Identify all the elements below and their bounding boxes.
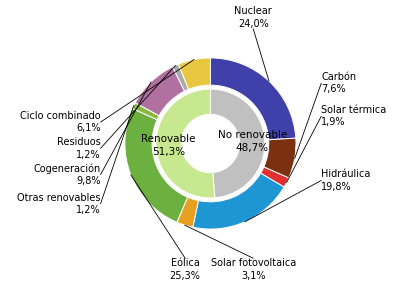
Wedge shape <box>172 64 189 91</box>
Text: Hidráulica
19,8%: Hidráulica 19,8% <box>321 169 371 192</box>
Text: Renovable
51,3%: Renovable 51,3% <box>142 134 196 157</box>
Text: Residuos
1,2%: Residuos 1,2% <box>57 137 100 160</box>
Wedge shape <box>125 108 188 222</box>
Wedge shape <box>135 67 184 116</box>
Wedge shape <box>210 58 296 140</box>
Text: Solar térmica
1,9%: Solar térmica 1,9% <box>321 105 386 127</box>
Text: Solar fotovoltaica
3,1%: Solar fotovoltaica 3,1% <box>210 258 296 281</box>
Wedge shape <box>156 89 215 198</box>
Text: Cogeneración
9,8%: Cogeneración 9,8% <box>33 163 100 186</box>
Text: Eólica
25,3%: Eólica 25,3% <box>170 258 200 281</box>
Text: Ciclo combinado
6,1%: Ciclo combinado 6,1% <box>20 111 100 133</box>
Wedge shape <box>177 197 198 227</box>
Wedge shape <box>264 138 296 178</box>
Text: Carbón
7,6%: Carbón 7,6% <box>321 72 356 94</box>
Wedge shape <box>193 173 284 229</box>
Text: No renovable
48,7%: No renovable 48,7% <box>218 130 287 153</box>
Wedge shape <box>132 103 159 120</box>
Wedge shape <box>178 58 210 89</box>
Wedge shape <box>210 89 265 198</box>
Text: Nuclear
24,0%: Nuclear 24,0% <box>234 6 272 29</box>
Text: Otras renovables
1,2%: Otras renovables 1,2% <box>17 193 100 215</box>
Wedge shape <box>261 167 289 187</box>
